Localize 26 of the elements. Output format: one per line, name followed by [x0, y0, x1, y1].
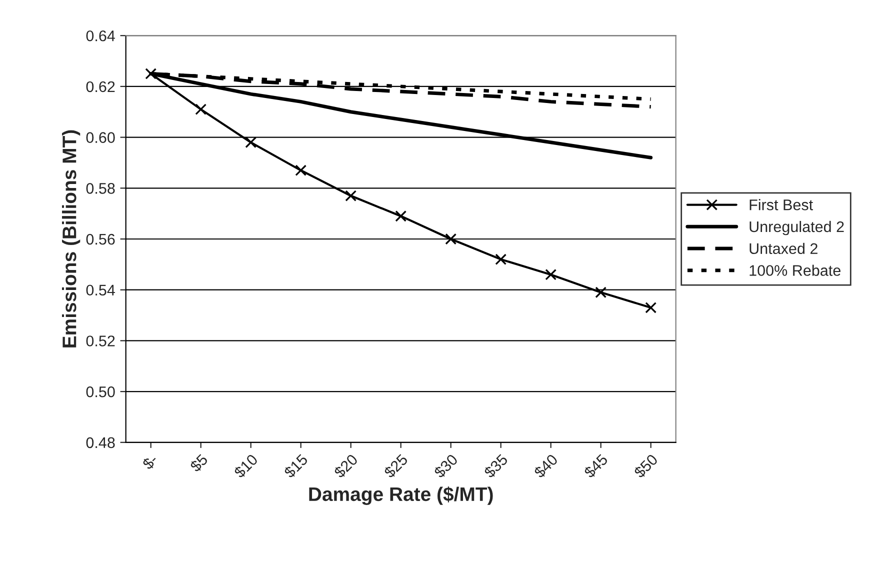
x-tick-label: $20: [332, 453, 359, 480]
x-tick-label: $50: [632, 453, 659, 480]
legend-label: Unregulated 2: [750, 220, 844, 236]
y-tick-label: 0.48: [86, 437, 115, 448]
y-tick-label: 0.56: [86, 234, 115, 245]
x-tick-label: $-: [141, 453, 159, 471]
x-tick-label: $35: [482, 453, 509, 480]
legend-label: 100% Rebate: [750, 264, 840, 276]
legend-label: First Best: [750, 199, 813, 210]
y-tick-label: 0.54: [86, 284, 115, 296]
y-axis-title: Emissions (Billions MT): [62, 130, 80, 348]
x-tick-label: $30: [432, 453, 459, 480]
legend-label: Untaxed 2: [750, 242, 818, 254]
y-tick-label: 0.58: [86, 183, 115, 194]
x-tick-label: $25: [382, 453, 409, 480]
x-tick-label: $40: [532, 453, 559, 480]
x-tick-label: $10: [232, 453, 259, 480]
y-tick-label: 0.60: [86, 132, 115, 143]
y-tick-label: 0.64: [86, 30, 115, 42]
x-tick-label: $5: [188, 453, 209, 474]
y-tick-label: 0.62: [86, 81, 115, 92]
y-tick-label: 0.52: [86, 336, 115, 346]
y-tick-label: 0.50: [86, 386, 115, 398]
x-tick-label: $15: [282, 453, 309, 480]
x-tick-label: $45: [582, 453, 609, 480]
x-axis-title: Damage Rate ($/MT): [309, 486, 493, 506]
